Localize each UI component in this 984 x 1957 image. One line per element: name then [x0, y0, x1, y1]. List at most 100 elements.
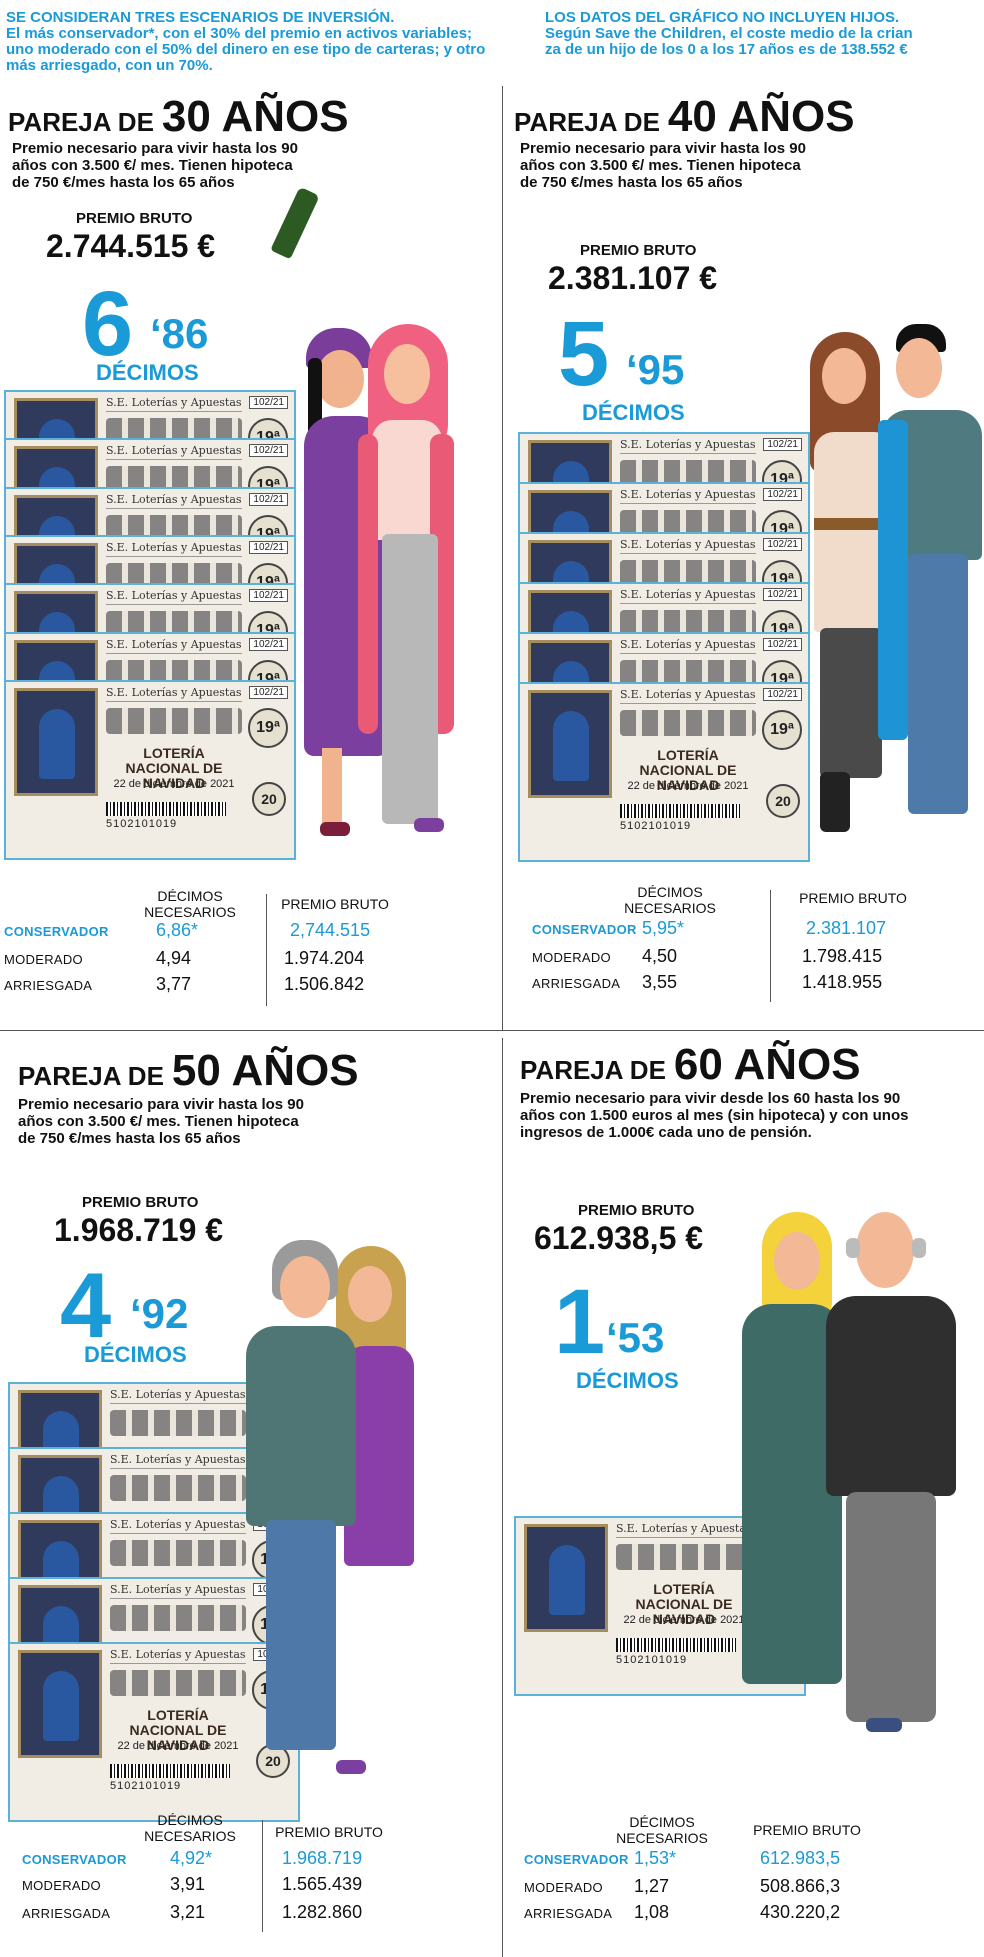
decimos-label: DÉCIMOS [96, 360, 199, 385]
panel-description: Premio necesario para vivir hasta los 90… [12, 140, 298, 191]
vertical-divider [502, 86, 503, 1030]
ticket-header: S.E. Loterías y Apuestas del Estado [620, 688, 756, 704]
virgin-painting-icon [18, 1650, 102, 1758]
decimos-fraction: ‘95 [626, 346, 685, 393]
row-label-moderado: MODERADO [4, 952, 83, 967]
note-line: El más conservador*, con el 30% del prem… [6, 25, 473, 42]
ticket-code: 102/21 [763, 588, 802, 601]
premio-header: PREMIO BRUTO [799, 890, 907, 906]
premio-bruto-label: PREMIO BRUTO [580, 242, 697, 259]
coins-pattern-icon [620, 460, 756, 486]
ticket-header: S.E. Loterías y Apuestas del Estado [110, 1518, 246, 1534]
cell-decimos: 1,53* [634, 1848, 677, 1868]
note-line: más arriesgado, con un 70%. [6, 57, 213, 74]
decimos-integer: 5 [558, 303, 610, 405]
cell-premio: 1.565.439 [282, 1874, 363, 1894]
ticket-header: S.E. Loterías y Apuestas del Estado [110, 1648, 246, 1664]
premio-header: PREMIO BRUTO [275, 1824, 383, 1840]
ticket-header: S.E. Loterías y Apuestas del Estado [620, 538, 756, 554]
panel-title: PAREJA DE 40 AÑOS [514, 92, 855, 142]
man-illustration [236, 1240, 366, 1840]
ticket-name: LOTERÍA NACIONAL DE NAVIDAD [125, 745, 223, 791]
barcode-icon [110, 1764, 230, 1778]
panel-50-years: PAREJA DE 50 AÑOS Premio necesario para v… [0, 1040, 492, 1955]
row-label-arriesgada: ARRIESGADA [22, 1906, 111, 1921]
panel-60-years: PAREJA DE 60 AÑOS Premio necesario para v… [506, 1040, 984, 1955]
horizontal-divider [0, 1030, 984, 1031]
decimos-integer: 6 [82, 273, 134, 375]
cell-decimos: 3,55 [642, 972, 678, 992]
ticket-number: 5102101019 [616, 1654, 688, 1666]
premio-bruto-value: 612.938,5 € [534, 1220, 704, 1256]
desc-line: de 750 €/mes hasta los 65 años [18, 1130, 241, 1147]
table-divider [770, 890, 771, 1002]
row-label-conservador: CONSERVADOR [524, 1852, 629, 1867]
header-line: DÉCIMOS [157, 888, 223, 904]
ticket-price: 20 [252, 782, 286, 816]
coins-pattern-icon [620, 510, 756, 536]
cell-decimos: 5,95* [642, 918, 685, 938]
coins-pattern-icon [620, 560, 756, 586]
ticket-code: 102/21 [763, 638, 802, 651]
panel-40-years: PAREJA DE 40 AÑOS Premio necesario para v… [506, 88, 984, 1028]
header-line: NECESARIOS [624, 900, 716, 916]
cell-decimos: 1,08 [634, 1902, 670, 1922]
ticket-header: S.E. Loterías y Apuestas del Estado [106, 686, 242, 702]
decimos-integer: 1 [554, 1271, 606, 1373]
header-line: DÉCIMOS [629, 1814, 695, 1830]
barcode-icon [620, 804, 740, 818]
decimos-header: DÉCIMOS NECESARIOS [620, 884, 720, 916]
ticket-header: S.E. Loterías y Apuestas del Estado [106, 638, 242, 654]
lottery-ticket: S.E. Loterías y Apuestas del Estado102/2… [8, 1642, 300, 1822]
desc-line: años con 3.500 €/ mes. Tienen hipoteca [12, 157, 293, 174]
ticket-header: S.E. Loterías y Apuestas del Estado [106, 589, 242, 605]
cell-premio: 1.506.842 [284, 974, 365, 994]
ticket-name: LOTERÍA NACIONAL DE NAVIDAD [635, 1581, 733, 1627]
header-line: DÉCIMOS [637, 884, 703, 900]
ticket-name: LOTERÍA NACIONAL DE NAVIDAD [129, 1707, 227, 1753]
coins-pattern-icon [616, 1544, 752, 1570]
ticket-date: 22 de diciembre de 2021 [117, 1740, 239, 1752]
premio-bruto-label: PREMIO BRUTO [578, 1202, 695, 1219]
title-prefix: PAREJA DE [514, 107, 660, 137]
cell-premio: 1.282.860 [282, 1902, 363, 1922]
title-prefix: PAREJA DE [520, 1055, 666, 1085]
header-line: NECESARIOS [616, 1830, 708, 1846]
champagne-bottle-icon [270, 186, 320, 260]
cell-premio: 1.418.955 [802, 972, 883, 992]
ticket-header: S.E. Loterías y Apuestas del Estado [106, 493, 242, 509]
note-line: LOS DATOS DEL GRÁFICO NO INCLUYEN HIJOS. [545, 9, 900, 26]
cell-premio: 1.968.719 [282, 1848, 363, 1868]
desc-line: años con 3.500 €/ mes. Tienen hipoteca [18, 1113, 299, 1130]
cell-decimos: 4,94 [156, 948, 192, 968]
ticket-header: S.E. Loterías y Apuestas del Estado [110, 1388, 246, 1404]
cell-decimos: 6,86* [156, 920, 199, 940]
ticket-header: S.E. Loterías y Apuestas del Estado [620, 638, 756, 654]
desc-line: de 750 €/mes hasta los 65 años [520, 174, 743, 191]
woman-illustration [742, 1212, 852, 1772]
decimos-integer: 4 [60, 1255, 112, 1357]
ticket-code: 102/21 [249, 396, 288, 409]
vertical-divider [502, 1038, 503, 1957]
cell-premio: 1.798.415 [802, 946, 883, 966]
row-label-conservador: CONSERVADOR [4, 924, 109, 939]
row-label-moderado: MODERADO [22, 1878, 101, 1893]
row-label-moderado: MODERADO [524, 1880, 603, 1895]
cell-premio: 2,744.515 [290, 920, 371, 940]
tickets-stack: S.E. Loterías y Apuestas del Estado102/2… [8, 1382, 304, 1822]
coins-pattern-icon [110, 1475, 246, 1501]
cell-premio: 1.974.204 [284, 948, 365, 968]
ticket-serie: 19ª [248, 708, 288, 748]
title-age: 60 AÑOS [673, 1040, 861, 1089]
table-divider [262, 1820, 263, 1932]
ticket-header: S.E. Loterías y Apuestas del Estado [616, 1522, 752, 1538]
title-prefix: PAREJA DE [18, 1061, 164, 1091]
decimos-header: DÉCIMOS NECESARIOS [612, 1814, 712, 1846]
premio-header: PREMIO BRUTO [753, 1822, 861, 1838]
desc-line: años con 1.500 euros al mes (sin hipotec… [520, 1107, 909, 1124]
title-age: 30 AÑOS [161, 92, 349, 141]
tickets-stack: S.E. Loterías y Apuestas del Estado 102/2… [518, 432, 814, 862]
intro-note-children: LOS DATOS DEL GRÁFICO NO INCLUYEN HIJOS.… [545, 10, 975, 58]
ticket-code: 102/21 [249, 686, 288, 699]
row-label-conservador: CONSERVADOR [532, 922, 637, 937]
